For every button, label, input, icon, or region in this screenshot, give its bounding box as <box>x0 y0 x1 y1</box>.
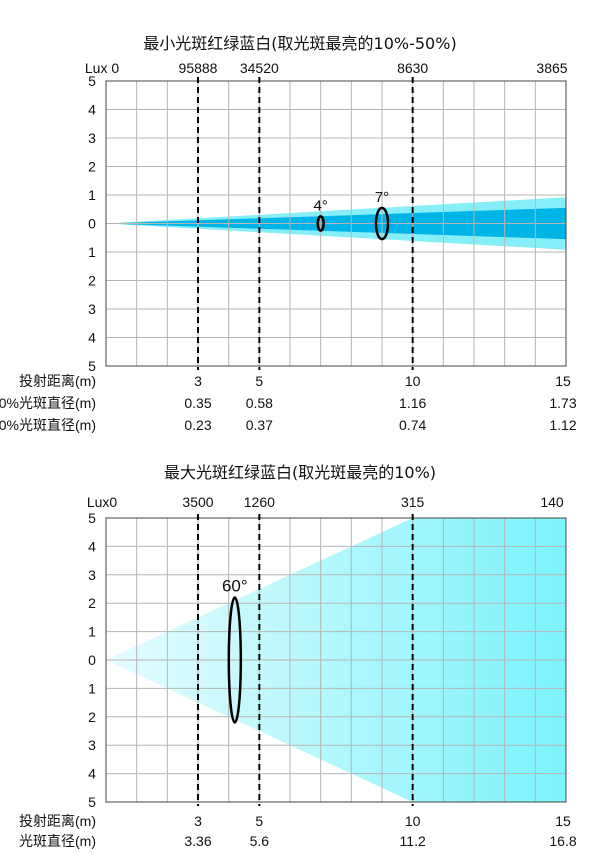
lux-value-label: 1260 <box>244 494 275 510</box>
chart1-title: 最小光斑红绿蓝白(取光斑最亮的10%-50%) <box>143 34 457 53</box>
y-tick-label: 5 <box>88 73 96 89</box>
table-cell-value: 0.35 <box>184 395 211 411</box>
y-tick-label: 0 <box>88 216 96 232</box>
chart2-title: 最大光斑红绿蓝白(取光斑最亮的10%) <box>163 463 437 482</box>
beam-angle-ellipse <box>374 206 390 241</box>
y-tick-label: 2 <box>88 273 96 289</box>
y-tick-label: 0 <box>88 652 96 668</box>
table-cell-value: 10 <box>405 373 421 389</box>
beam-angle-label: 4° <box>313 197 327 214</box>
table-cell-value: 5 <box>255 373 263 389</box>
table-cell-value: 3.36 <box>184 833 211 849</box>
y-tick-label: 3 <box>88 737 96 753</box>
lux-value-label: 8630 <box>397 60 428 76</box>
table-row-label: 50%光斑直径(m) <box>0 417 96 433</box>
lux-value-label: 34520 <box>240 60 279 76</box>
y-tick-label: 4 <box>88 538 96 554</box>
lux-value-label: 315 <box>401 494 425 510</box>
y-tick-label: 3 <box>88 301 96 317</box>
table-cell-value: 0.37 <box>246 417 273 433</box>
lux-value-label: 140 <box>540 494 564 510</box>
y-tick-label: 4 <box>88 330 96 346</box>
lux-value-label: 3865 <box>536 60 567 76</box>
table-row-label: 投射距离(m) <box>19 373 96 389</box>
y-tick-label: 5 <box>88 510 96 526</box>
table-row-label: 10%光斑直径(m) <box>0 395 96 411</box>
plot-frame <box>105 80 567 367</box>
table-cell-value: 15 <box>555 813 571 829</box>
lux-label: Lux 0 <box>85 60 119 76</box>
table-cell-value: 15 <box>555 373 571 389</box>
table-cell-value: 10 <box>405 813 421 829</box>
y-tick-label: 4 <box>88 102 96 118</box>
table-cell-value: 5.6 <box>250 833 270 849</box>
table-cell-value: 0.74 <box>399 417 426 433</box>
beam-angle-ellipse <box>227 596 243 724</box>
y-tick-label: 4 <box>88 766 96 782</box>
lux-value-label: 95888 <box>179 60 218 76</box>
beam-angle-label: 60° <box>222 577 248 596</box>
table-cell-value: 3 <box>194 373 202 389</box>
y-tick-label: 2 <box>88 159 96 175</box>
plot-frame <box>105 517 567 803</box>
y-tick-label: 1 <box>88 624 96 640</box>
table-cell-value: 0.58 <box>246 395 273 411</box>
beam-angle-ellipse <box>316 215 325 232</box>
table-row-label: 投射距离(m) <box>19 813 96 829</box>
y-tick-label: 1 <box>88 187 96 203</box>
table-cell-value: 1.73 <box>549 395 576 411</box>
y-tick-label: 3 <box>88 130 96 146</box>
table-cell-value: 11.2 <box>400 833 426 849</box>
lux-label: Lux0 <box>87 494 118 510</box>
y-tick-label: 1 <box>88 244 96 260</box>
table-cell-value: 16.8 <box>549 833 576 849</box>
y-tick-label: 3 <box>88 567 96 583</box>
table-cell-value: 5 <box>255 813 263 829</box>
y-tick-label: 5 <box>88 794 96 810</box>
y-tick-label: 2 <box>88 595 96 611</box>
table-cell-value: 0.23 <box>184 417 211 433</box>
y-tick-label: 5 <box>88 358 96 374</box>
table-row-label: 光斑直径(m) <box>19 833 96 849</box>
table-cell-value: 1.16 <box>399 395 426 411</box>
y-tick-label: 1 <box>88 680 96 696</box>
table-cell-value: 1.12 <box>549 417 576 433</box>
lux-value-label: 3500 <box>182 494 213 510</box>
table-cell-value: 3 <box>194 813 202 829</box>
y-tick-label: 2 <box>88 709 96 725</box>
beam-angle-label: 7° <box>375 189 389 206</box>
